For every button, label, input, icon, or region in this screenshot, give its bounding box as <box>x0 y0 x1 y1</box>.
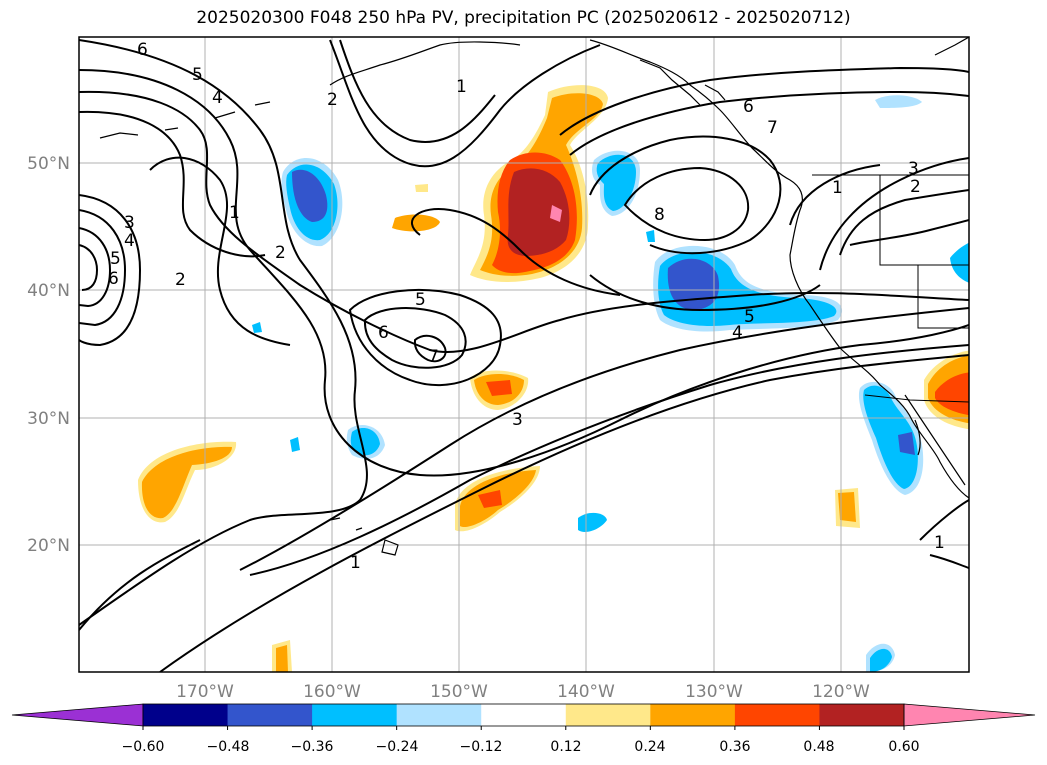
contour-label-4: 4 <box>212 88 223 108</box>
colorbar-tick: −0.24 <box>376 739 419 755</box>
colorbar-segment <box>565 704 651 726</box>
colorbar-segment <box>734 704 820 726</box>
colorbar-tick-labels: −0.60 −0.48 −0.36 −0.24 −0.12 0.12 0.24 … <box>122 739 920 755</box>
colorbar-tick: −0.12 <box>460 739 503 755</box>
colorbar-tick: −0.36 <box>291 739 334 755</box>
colorbar-tick: 0.36 <box>719 739 750 755</box>
contour-label-5: 5 <box>744 307 755 327</box>
colorbar-segment <box>143 704 229 726</box>
contour-label-4: 4 <box>124 231 135 251</box>
colorbar-segment <box>312 704 398 726</box>
lon-label-160w: 160°W <box>303 682 361 702</box>
lon-label-170w: 170°W <box>176 682 234 702</box>
contour-label-6: 6 <box>137 40 148 60</box>
latitude-labels: 50°N 40°N 30°N 20°N <box>27 154 70 556</box>
map-frame <box>78 36 970 673</box>
colorbar-tick: 0.48 <box>803 739 834 755</box>
colorbar-segment <box>819 704 905 726</box>
contour-label-2: 2 <box>910 177 921 197</box>
political-borders <box>812 174 969 403</box>
colorbar-tick: −0.48 <box>207 739 250 755</box>
contour-label-1: 1 <box>350 553 361 573</box>
contour-label-2: 2 <box>327 90 338 110</box>
contour-label-2: 2 <box>275 243 286 263</box>
lat-label-20n: 20°N <box>27 536 70 556</box>
colorbar-tick: −0.60 <box>122 739 165 755</box>
colorbar-extend-low <box>11 703 144 727</box>
colorbar-segment <box>227 704 313 726</box>
contour-label-2: 2 <box>175 270 186 290</box>
contour-label-6: 6 <box>108 269 119 289</box>
colorbar-tick: 0.12 <box>550 739 581 755</box>
colorbar <box>11 703 1036 730</box>
contour-label-1: 1 <box>229 203 240 223</box>
longitude-labels: 170°W 160°W 150°W 140°W 130°W 120°W <box>176 682 870 702</box>
contour-label-7: 7 <box>428 347 439 367</box>
contour-label-1: 1 <box>934 533 945 553</box>
lat-label-30n: 30°N <box>27 409 70 429</box>
map-background <box>79 37 969 672</box>
colorbar-tick: 0.24 <box>634 739 665 755</box>
contour-label-6: 6 <box>378 323 389 343</box>
contour-label-5: 5 <box>192 65 203 85</box>
colorbar-frame <box>142 703 905 727</box>
lon-label-150w: 150°W <box>430 682 488 702</box>
contour-label-5: 5 <box>110 249 121 269</box>
contour-label-3: 3 <box>908 159 919 179</box>
colorbar-segment <box>650 704 736 726</box>
colorbar-tick: 0.60 <box>888 739 919 755</box>
colorbar-segment <box>481 704 567 726</box>
contour-label-6: 6 <box>743 97 754 117</box>
lat-label-40n: 40°N <box>27 281 70 301</box>
colorbar-segment <box>396 704 482 726</box>
contour-label-3: 3 <box>124 213 135 233</box>
contour-label-7: 7 <box>767 118 778 138</box>
lon-label-140w: 140°W <box>557 682 615 702</box>
contour-label-3: 3 <box>512 410 523 430</box>
contour-label-5: 5 <box>415 290 426 310</box>
pv-contours <box>79 39 969 672</box>
contour-label-4: 4 <box>732 323 743 343</box>
lon-label-130w: 130°W <box>685 682 743 702</box>
lat-label-50n: 50°N <box>27 154 70 174</box>
map-title: 2025020300 F048 250 hPa PV, precipitatio… <box>196 8 851 28</box>
lon-label-120w: 120°W <box>812 682 870 702</box>
precip-shading-negative <box>252 95 969 672</box>
colorbar-extend-high <box>903 703 1036 727</box>
contour-label-8: 8 <box>654 205 665 225</box>
contour-label-1: 1 <box>456 77 467 97</box>
contour-label-1: 1 <box>832 178 843 198</box>
pv-contour-labels: 6 5 4 2 1 1 2 2 3 4 5 6 5 6 7 3 1 8 6 7 … <box>108 40 945 573</box>
